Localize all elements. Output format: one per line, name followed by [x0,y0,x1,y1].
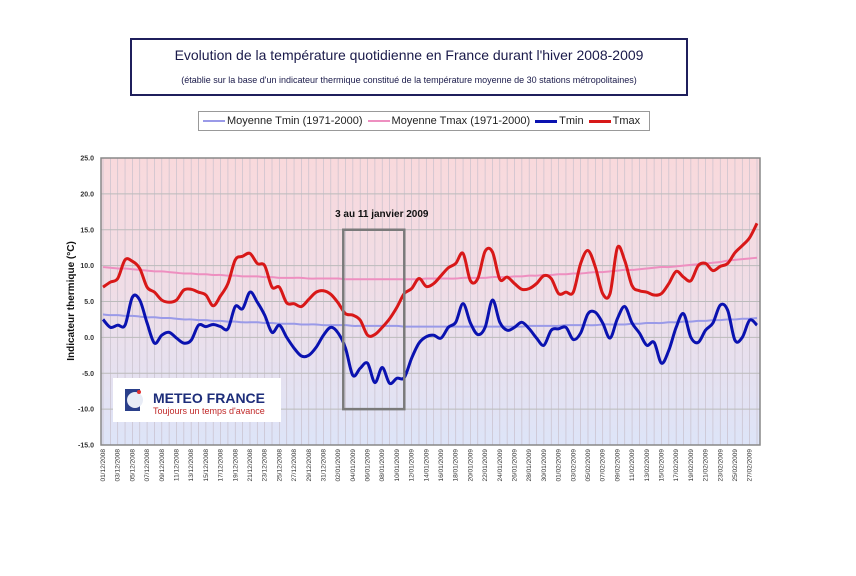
title-box: Evolution de la température quotidienne … [130,38,688,96]
x-tick-label: 31/12/2008 [320,449,327,482]
y-tick-label: 10.0 [80,263,94,270]
legend-item-tmax: Tmax [588,115,641,127]
y-tick-label: 15.0 [80,227,94,234]
annotation-label: 3 au 11 janvier 2009 [335,209,429,220]
x-tick-label: 17/02/2009 [673,449,680,482]
x-tick-label: 12/01/2009 [409,449,416,482]
legend-label: Moyenne Tmax (1971-2000) [391,115,531,127]
series-line-moyenne-tmax-1971-2000- [102,256,758,281]
legend-swatch [535,119,558,123]
x-tick-label: 14/01/2009 [423,449,430,482]
series-line-tmax [102,222,759,338]
y-axis: 25.0 20.0 15.0 10.0 5.0 0.0 -5.0 -10.0 -15.0 [78,156,94,450]
x-tick-label: 10/01/2009 [394,449,401,482]
x-tick-label: 27/12/2008 [291,449,298,482]
x-tick-label: 06/01/2009 [365,449,372,482]
x-tick-label: 09/02/2009 [614,449,621,482]
y-tick-label: 0.0 [84,335,94,342]
x-tick-label: 27/02/2009 [747,449,754,482]
legend-label: Tmin [559,115,584,127]
x-tick-label: 24/01/2009 [497,449,504,482]
x-tick-label: 17/12/2008 [218,449,225,482]
x-tick-label: 11/02/2009 [629,449,636,481]
x-tick-label: 21/02/2009 [703,449,710,482]
legend-label: Tmax [612,115,641,127]
x-tick-label: 01/12/2008 [100,449,107,482]
x-tick-label: 08/01/2009 [379,449,386,482]
x-tick-label: 09/12/2008 [159,449,166,482]
x-tick-label: 23/02/2009 [717,449,724,482]
x-tick-label: 23/12/2008 [262,449,269,482]
x-tick-label: 02/01/2009 [335,449,342,482]
x-tick-label: 25/02/2009 [732,449,739,482]
x-tick-label: 20/01/2009 [467,449,474,482]
x-tick-label: 05/02/2009 [585,449,592,482]
series-lines [101,222,759,386]
x-tick-label: 15/02/2009 [658,449,665,482]
logo-globe-highlight [127,392,143,408]
y-tick-label: -5.0 [82,371,94,378]
x-tick-label: 13/02/2009 [644,449,651,482]
x-tick-label: 11/12/2008 [173,449,180,481]
y-tick-label: -10.0 [78,407,94,414]
x-tick-label: 25/12/2008 [276,449,283,482]
legend-swatch [367,120,390,122]
legend-item-tmin: Tmin [535,115,584,127]
series-line-moyenne-tmin-1971-2000- [102,313,758,328]
x-axis: 01/12/2008 03/12/2008 05/12/2008 07/12/2008… [100,449,754,482]
y-axis-label: Indicateur thermique (°C) [66,241,77,361]
x-tick-label: 29/12/2008 [306,449,313,482]
x-tick-label: 21/12/2008 [247,449,254,482]
x-tick-label: 30/01/2009 [541,449,548,482]
x-tick-label: 26/01/2009 [512,449,519,482]
logo-tagline: Toujours un temps d'avance [153,406,265,416]
x-tick-label: 03/12/2008 [115,449,122,482]
x-tick-label: 07/02/2009 [600,449,607,482]
legend-label: Moyenne Tmin (1971-2000) [227,115,363,127]
chart-subtitle: (établie sur la base d'un indicateur the… [181,75,637,85]
annotation-box [342,228,406,411]
x-tick-label: 18/01/2009 [453,449,460,482]
y-tick-label: 5.0 [84,299,94,306]
x-tick-label: 19/12/2008 [232,449,239,482]
plot-border [100,157,761,446]
series-line-tmin [101,290,759,386]
x-tick-label: 04/01/2009 [350,449,357,482]
y-tick-label: -15.0 [78,443,94,450]
x-tick-label: 19/02/2009 [688,449,695,482]
y-tick-label: 20.0 [80,191,94,198]
y-tick-label: 25.0 [80,156,94,163]
x-tick-label: 07/12/2008 [144,449,151,482]
legend-item-tmin-normal: Moyenne Tmin (1971-2000) [203,115,363,127]
x-tick-label: 01/02/2009 [556,449,563,482]
legend-swatch [203,120,225,122]
x-tick-label: 22/01/2009 [482,449,489,482]
chart-title: Evolution de la température quotidienne … [174,47,644,63]
x-tick-label: 05/12/2008 [129,449,136,482]
meteo-france-logo: METEO FRANCE Toujours un temps d'avance [113,378,281,422]
legend-swatch [588,119,611,123]
x-tick-label: 13/12/2008 [188,449,195,482]
logo-name: METEO FRANCE [153,390,265,406]
x-tick-label: 16/01/2009 [438,449,445,482]
legend-item-tmax-normal: Moyenne Tmax (1971-2000) [367,115,531,127]
x-tick-label: 15/12/2008 [203,449,210,482]
x-tick-label: 03/02/2009 [570,449,577,482]
legend: Moyenne Tmin (1971-2000) Moyenne Tmax (1… [198,111,651,131]
x-tick-label: 28/01/2009 [526,449,533,482]
